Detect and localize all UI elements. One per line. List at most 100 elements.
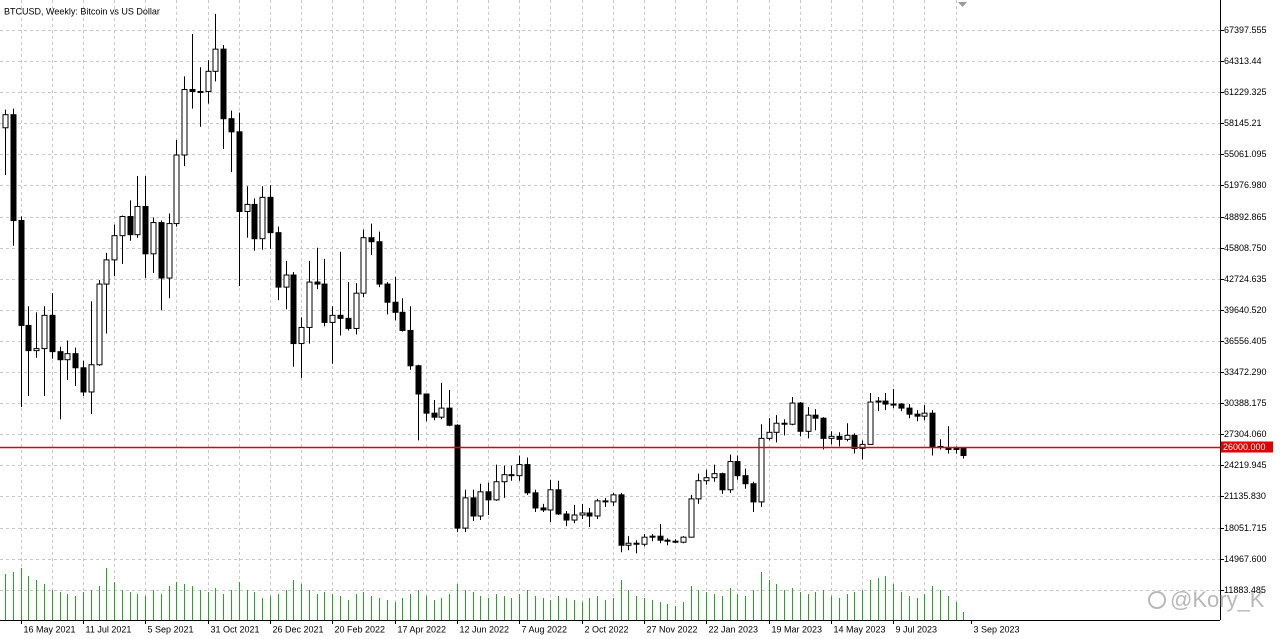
candle-body	[407, 329, 414, 367]
y-tick-label: 14967.600	[1224, 554, 1267, 564]
candle-body	[485, 491, 492, 501]
x-tick-label: 3 Sep 2023	[974, 624, 1020, 634]
candle-body	[812, 414, 819, 419]
candle-body	[446, 407, 453, 426]
candle-body	[353, 292, 360, 329]
candle-body	[875, 400, 882, 403]
candle-body	[111, 235, 118, 261]
y-tick-label: 39640.520	[1224, 305, 1267, 315]
candle-body	[399, 311, 406, 331]
candle-body	[633, 542, 640, 545]
y-tick-label: 61229.325	[1224, 87, 1267, 97]
candle-body	[781, 422, 788, 425]
x-tick-label: 7 Aug 2022	[522, 624, 568, 634]
candle-body	[571, 514, 578, 521]
candle-body	[695, 480, 702, 500]
y-tick-label: 21135.830	[1224, 491, 1266, 501]
candle-body	[2, 114, 9, 129]
candle-body	[602, 500, 609, 503]
candle-body	[610, 494, 617, 503]
candle-body	[290, 274, 297, 345]
candle-body	[898, 403, 905, 409]
candle-body	[298, 326, 305, 345]
candle-body	[680, 536, 687, 543]
x-tick-label: 16 May 2021	[24, 624, 76, 634]
candle-body	[672, 540, 679, 543]
candle-body	[555, 489, 562, 515]
candle-body	[742, 475, 749, 485]
candle-body	[158, 222, 165, 279]
candle-body	[454, 424, 461, 529]
candle-body	[212, 48, 219, 72]
watermark: @Kory_K	[1170, 587, 1265, 612]
candle-body	[859, 443, 866, 449]
candle-body	[727, 461, 734, 491]
watermark-icon	[1148, 591, 1166, 609]
y-tick-label: 27304.060	[1224, 429, 1267, 439]
x-tick-label: 20 Feb 2022	[335, 624, 386, 634]
x-tick-label: 22 Jan 2023	[709, 624, 759, 634]
candle-body	[649, 535, 656, 538]
x-tick-label: 14 May 2023	[834, 624, 886, 634]
candle-body	[259, 196, 266, 240]
y-tick-label: 30388.175	[1224, 398, 1267, 408]
candle-body	[641, 536, 648, 545]
candle-body	[173, 154, 180, 225]
candle-body	[134, 205, 141, 236]
candle-body	[205, 70, 212, 92]
x-tick-label: 2 Oct 2022	[585, 624, 629, 634]
candle-body	[773, 422, 780, 433]
candle-body	[220, 48, 227, 120]
candle-body	[236, 131, 243, 212]
candle-body	[33, 348, 40, 352]
candle-body	[906, 407, 913, 415]
y-tick-label: 18051.715	[1224, 523, 1267, 533]
y-tick-label: 55061.095	[1224, 149, 1267, 159]
candle-body	[251, 203, 258, 240]
candle-body	[462, 497, 469, 529]
y-tick-label: 33472.290	[1224, 367, 1267, 377]
x-tick-label: 26 Dec 2021	[273, 624, 324, 634]
y-tick-label: 36556.405	[1224, 336, 1267, 346]
candle-body	[80, 367, 87, 393]
candle-body	[914, 413, 921, 417]
x-tick-label: 19 Mar 2023	[772, 624, 823, 634]
candle-body	[766, 431, 773, 439]
candle-body	[431, 412, 438, 418]
candle-body	[516, 464, 523, 477]
candle-body	[96, 283, 103, 366]
candle-body	[368, 237, 375, 243]
candle-body	[921, 412, 928, 417]
candle-body	[18, 220, 25, 326]
candle-body	[345, 317, 352, 329]
candle-body	[882, 400, 889, 405]
candle-body	[836, 435, 843, 440]
y-tick-label: 42724.635	[1224, 274, 1267, 284]
candle-body	[57, 351, 64, 361]
candle-body	[166, 223, 173, 279]
price-line-label: 26000.000	[1223, 442, 1266, 452]
candle-body	[890, 403, 897, 406]
candle-body	[547, 489, 554, 511]
candle-body	[127, 216, 134, 236]
candle-body	[532, 492, 539, 509]
candle-body	[25, 324, 32, 352]
candle-body	[142, 205, 149, 255]
plot	[0, 13, 1220, 620]
candle-body	[563, 513, 570, 521]
candle-body	[88, 364, 95, 393]
candle-body	[657, 535, 664, 541]
candle-body	[306, 281, 313, 328]
candle-body	[540, 507, 547, 511]
candle-body	[797, 402, 804, 432]
candle-body	[734, 461, 741, 477]
candle-body	[41, 314, 48, 350]
x-tick-label: 9 Jul 2023	[896, 624, 938, 634]
y-tick-label: 11883.485	[1224, 585, 1266, 595]
candle-body	[228, 118, 235, 133]
candle-body	[189, 88, 196, 92]
candle-body	[524, 464, 531, 494]
candle-body	[594, 500, 601, 517]
candle-body	[758, 437, 765, 503]
